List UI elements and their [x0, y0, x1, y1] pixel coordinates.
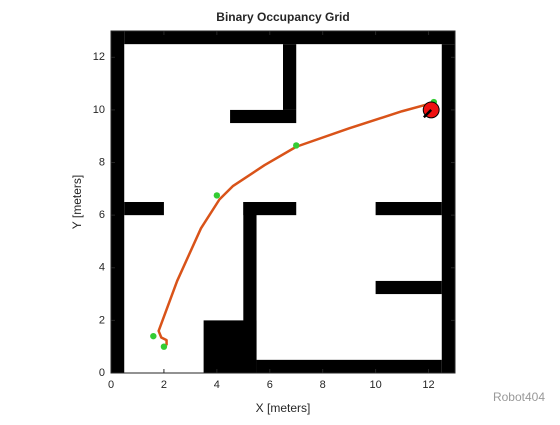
obstacle — [111, 31, 125, 373]
watermark: Robot404 — [493, 390, 545, 404]
x-tick-label: 2 — [161, 379, 167, 391]
x-tick-label: 12 — [422, 379, 434, 391]
obstacle — [441, 44, 455, 374]
y-tick-label: 0 — [99, 367, 105, 379]
x-tick-label: 0 — [108, 379, 114, 391]
y-tick-label: 12 — [93, 51, 105, 63]
waypoint — [213, 192, 221, 199]
obstacle — [230, 109, 297, 124]
y-tick-label: 8 — [99, 156, 105, 168]
x-axis-label: X [meters] — [256, 401, 311, 415]
x-tick-label: 8 — [320, 379, 326, 391]
trajectory — [157, 102, 432, 346]
axes-box — [110, 30, 456, 374]
obstacle — [243, 202, 257, 360]
waypoint — [160, 343, 168, 350]
y-axis-label: Y [meters] — [70, 175, 84, 229]
robot-heading — [423, 109, 433, 119]
waypoint — [293, 142, 300, 149]
chart-title: Binary Occupancy Grid — [216, 10, 349, 24]
y-tick-label: 6 — [99, 209, 105, 221]
obstacle — [375, 202, 442, 216]
x-tick-label: 10 — [369, 379, 381, 391]
obstacle — [124, 202, 164, 216]
obstacle — [243, 202, 297, 216]
obstacle — [283, 44, 297, 110]
obstacle — [256, 359, 442, 373]
obstacle — [124, 31, 455, 45]
y-tick-label: 10 — [93, 104, 105, 116]
obstacle — [375, 280, 442, 295]
x-tick-label: 4 — [214, 379, 220, 391]
waypoint — [150, 332, 157, 340]
y-tick-label: 4 — [99, 262, 105, 274]
y-tick-label: 2 — [99, 314, 105, 326]
x-tick-label: 6 — [267, 379, 273, 391]
